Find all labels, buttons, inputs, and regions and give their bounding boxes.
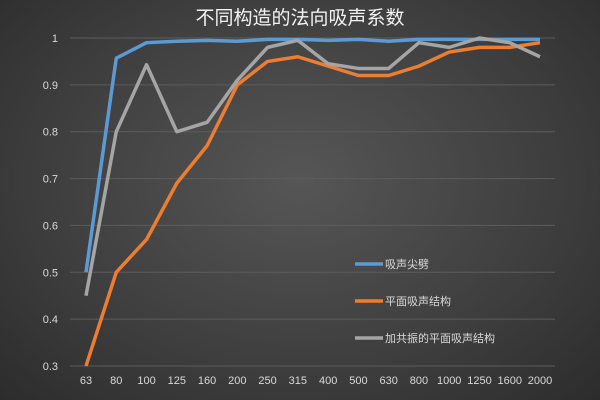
- series-0: [84, 37, 541, 273]
- legend-item: 平面吸声结构: [355, 294, 451, 308]
- gridlines: [70, 37, 555, 367]
- series-line: [84, 36, 541, 297]
- y-tick-label: 0.3: [43, 361, 58, 373]
- x-tick-label: 2000: [528, 375, 552, 387]
- x-tick-label: 630: [379, 375, 397, 387]
- x-tick-label: 250: [258, 375, 276, 387]
- y-axis: 0.3 0.4 0.5 0.6 0.7 0.8 0.9 1: [43, 33, 58, 373]
- legend-label: 加共振的平面吸声结构: [385, 331, 495, 345]
- x-tick-label: 80: [110, 375, 122, 387]
- legend-item: 加共振的平面吸声结构: [355, 331, 495, 345]
- x-tick-label: 500: [349, 375, 367, 387]
- x-tick-label: 1000: [437, 375, 461, 387]
- x-tick-label: 315: [289, 375, 307, 387]
- y-tick-label: 1: [52, 33, 58, 45]
- y-tick-label: 0.5: [43, 267, 58, 279]
- series-line: [84, 40, 541, 367]
- y-tick-label: 0.4: [43, 314, 58, 326]
- x-tick-label: 1250: [467, 375, 491, 387]
- y-tick-label: 0.7: [43, 174, 58, 186]
- series-2: [84, 36, 541, 297]
- y-tick-label: 0.9: [43, 80, 58, 92]
- legend-label: 吸声尖劈: [385, 257, 429, 271]
- series-line: [84, 37, 540, 273]
- x-tick-label: 200: [228, 375, 246, 387]
- x-tick-label: 125: [168, 375, 186, 387]
- series-1: [84, 40, 541, 367]
- chart-title: 不同构造的法向吸声系数: [195, 7, 404, 29]
- legend-item: 吸声尖劈: [355, 257, 429, 271]
- x-tick-label: 400: [319, 375, 337, 387]
- x-axis: 63 80 100 125 160 200 250 315 400 500 630 800 1000 12…: [80, 375, 552, 387]
- x-tick-label: 100: [137, 375, 155, 387]
- series-lines: [84, 36, 541, 367]
- y-tick-label: 0.8: [43, 127, 58, 139]
- x-tick-label: 63: [80, 375, 92, 387]
- x-tick-label: 160: [198, 375, 216, 387]
- x-tick-label: 800: [410, 375, 428, 387]
- y-tick-label: 0.6: [43, 220, 58, 232]
- x-tick-label: 1600: [497, 375, 521, 387]
- legend-label: 平面吸声结构: [385, 294, 451, 308]
